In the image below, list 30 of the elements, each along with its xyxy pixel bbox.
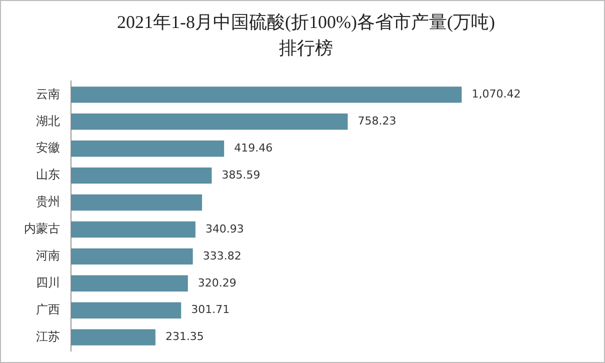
data-label: 320.29: [198, 276, 236, 290]
y-tick-label: 河南: [36, 248, 60, 263]
y-tick-label: 江苏: [36, 329, 60, 344]
data-label: 231.35: [165, 330, 204, 344]
bar: [71, 140, 224, 157]
bar: [71, 248, 193, 265]
data-label: 1,070.42: [472, 88, 521, 101]
bar: [71, 221, 196, 238]
chart-title: 2021年1-8月中国硫酸(折100%)各省市产量(万吨)排行榜: [116, 11, 496, 60]
data-label: 333.82: [202, 249, 242, 262]
y-tick-label: 山东: [36, 168, 60, 182]
bar: [71, 86, 462, 103]
data-label: 419.46: [234, 141, 273, 154]
y-tick-label: 内蒙古: [24, 222, 60, 236]
y-tick-label: 云南: [36, 86, 60, 101]
bar: [71, 114, 348, 130]
bar: [71, 302, 182, 318]
y-tick-label: 湖北: [36, 114, 60, 128]
bar: [71, 194, 202, 211]
y-tick-label: 贵州: [36, 194, 60, 209]
bar: [71, 275, 188, 292]
y-tick-label: 安徽: [36, 140, 60, 155]
data-label: 340.93: [205, 222, 244, 236]
bar: [71, 329, 156, 346]
data-label: 758.23: [358, 114, 396, 128]
y-tick-label: 四川: [36, 276, 60, 290]
y-tick-label: 广西: [36, 302, 60, 316]
bar: [71, 167, 212, 184]
data-label: 301.71: [191, 303, 230, 316]
data-label: 385.59: [222, 168, 260, 182]
